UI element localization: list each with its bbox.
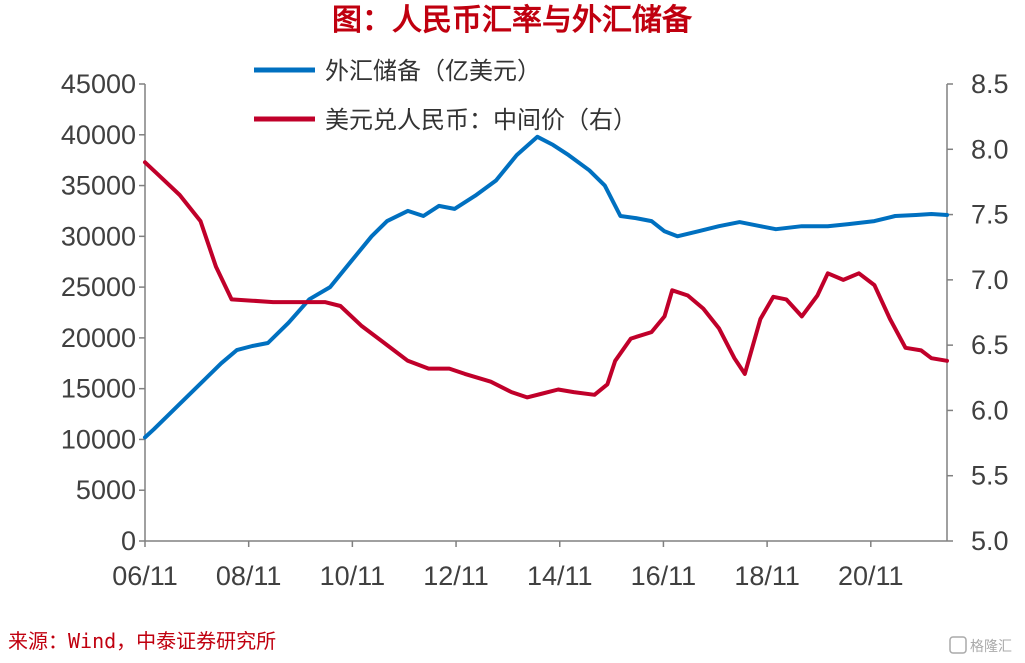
right-y-tick-label: 6.5 — [971, 330, 1009, 360]
source-note: 来源：Wind，中泰证券研究所 — [8, 629, 276, 653]
series-layer — [143, 134, 949, 440]
right-y-tick-label: 7.5 — [971, 200, 1009, 230]
watermark: 格隆汇 — [949, 636, 1012, 655]
x-tick-label: 18/11 — [734, 561, 800, 591]
right-y-tick-label: 6.0 — [971, 395, 1009, 425]
x-axis: 06/11 08/11 10/11 12/11 14/11 16/11 18/11 20/11 — [112, 541, 904, 591]
watermark-logo-icon — [949, 636, 967, 654]
right-y-tick-label: 8.5 — [971, 69, 1009, 99]
legend: 外汇储备（亿美元） 美元兑人民币：中间价（右） — [254, 57, 637, 134]
left-y-tick-label: 0 — [121, 526, 136, 556]
series-line-reserves — [143, 134, 949, 440]
x-tick-label: 06/11 — [112, 561, 178, 591]
left-y-tick-label: 15000 — [61, 374, 136, 404]
right-y-tick-label: 7.0 — [971, 265, 1009, 295]
left-y-tick-label: 45000 — [61, 69, 136, 99]
series-line-usdcny — [143, 160, 949, 400]
left-y-tick-label: 40000 — [61, 120, 136, 150]
left-y-tick-label: 35000 — [61, 171, 136, 201]
x-tick-label: 14/11 — [527, 561, 593, 591]
x-tick-label: 16/11 — [631, 561, 697, 591]
left-y-tick-label: 20000 — [61, 323, 136, 353]
right-y-tick-label: 8.0 — [971, 134, 1009, 164]
x-tick-label: 10/11 — [320, 561, 386, 591]
right-y-tick-label: 5.0 — [971, 526, 1009, 556]
left-y-axis: 0 5000 10000 15000 20000 25000 30000 35000 40000… — [61, 69, 145, 556]
x-tick-label: 08/11 — [216, 561, 282, 591]
legend-label-reserves: 外汇储备（亿美元） — [325, 57, 541, 85]
chart-title: 图：人民币汇率与外汇储备 — [332, 3, 693, 38]
left-y-tick-label: 10000 — [61, 424, 136, 454]
left-y-tick-label: 5000 — [76, 475, 136, 505]
right-y-axis: 5.0 5.5 6.0 6.5 7.0 7.5 8.0 8.5 — [947, 69, 1009, 556]
x-tick-label: 20/11 — [838, 561, 904, 591]
left-y-tick-label: 30000 — [61, 221, 136, 251]
x-tick-label: 12/11 — [423, 561, 489, 591]
left-y-tick-label: 25000 — [61, 272, 136, 302]
right-y-tick-label: 5.5 — [971, 461, 1009, 491]
watermark-text: 格隆汇 — [970, 639, 1012, 655]
legend-label-usdcny: 美元兑人民币：中间价（右） — [325, 106, 637, 134]
